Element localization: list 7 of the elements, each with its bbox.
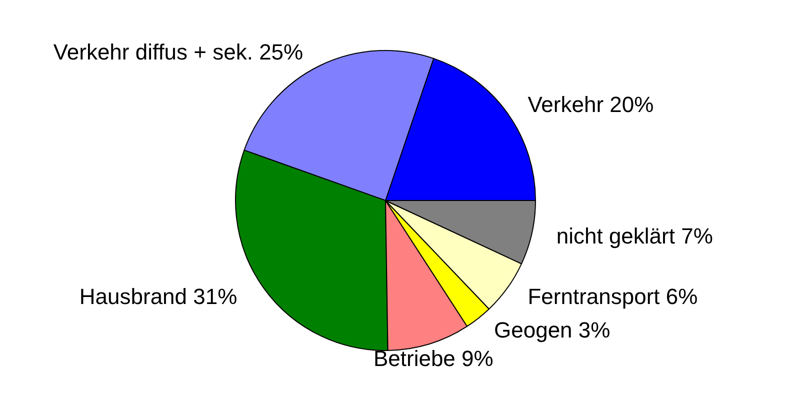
slice-label: Ferntransport 6% [528,284,698,310]
slice-label: nicht geklärt 7% [556,224,713,249]
slice-label: Verkehr 20% [528,92,654,117]
slice-label: Betriebe 9% [373,346,494,371]
slice-label: Geogen 3% [494,317,610,342]
slice-label: Hausbrand 31% [79,284,238,310]
slice-label: Verkehr diffus + sek. 25% [53,40,304,64]
